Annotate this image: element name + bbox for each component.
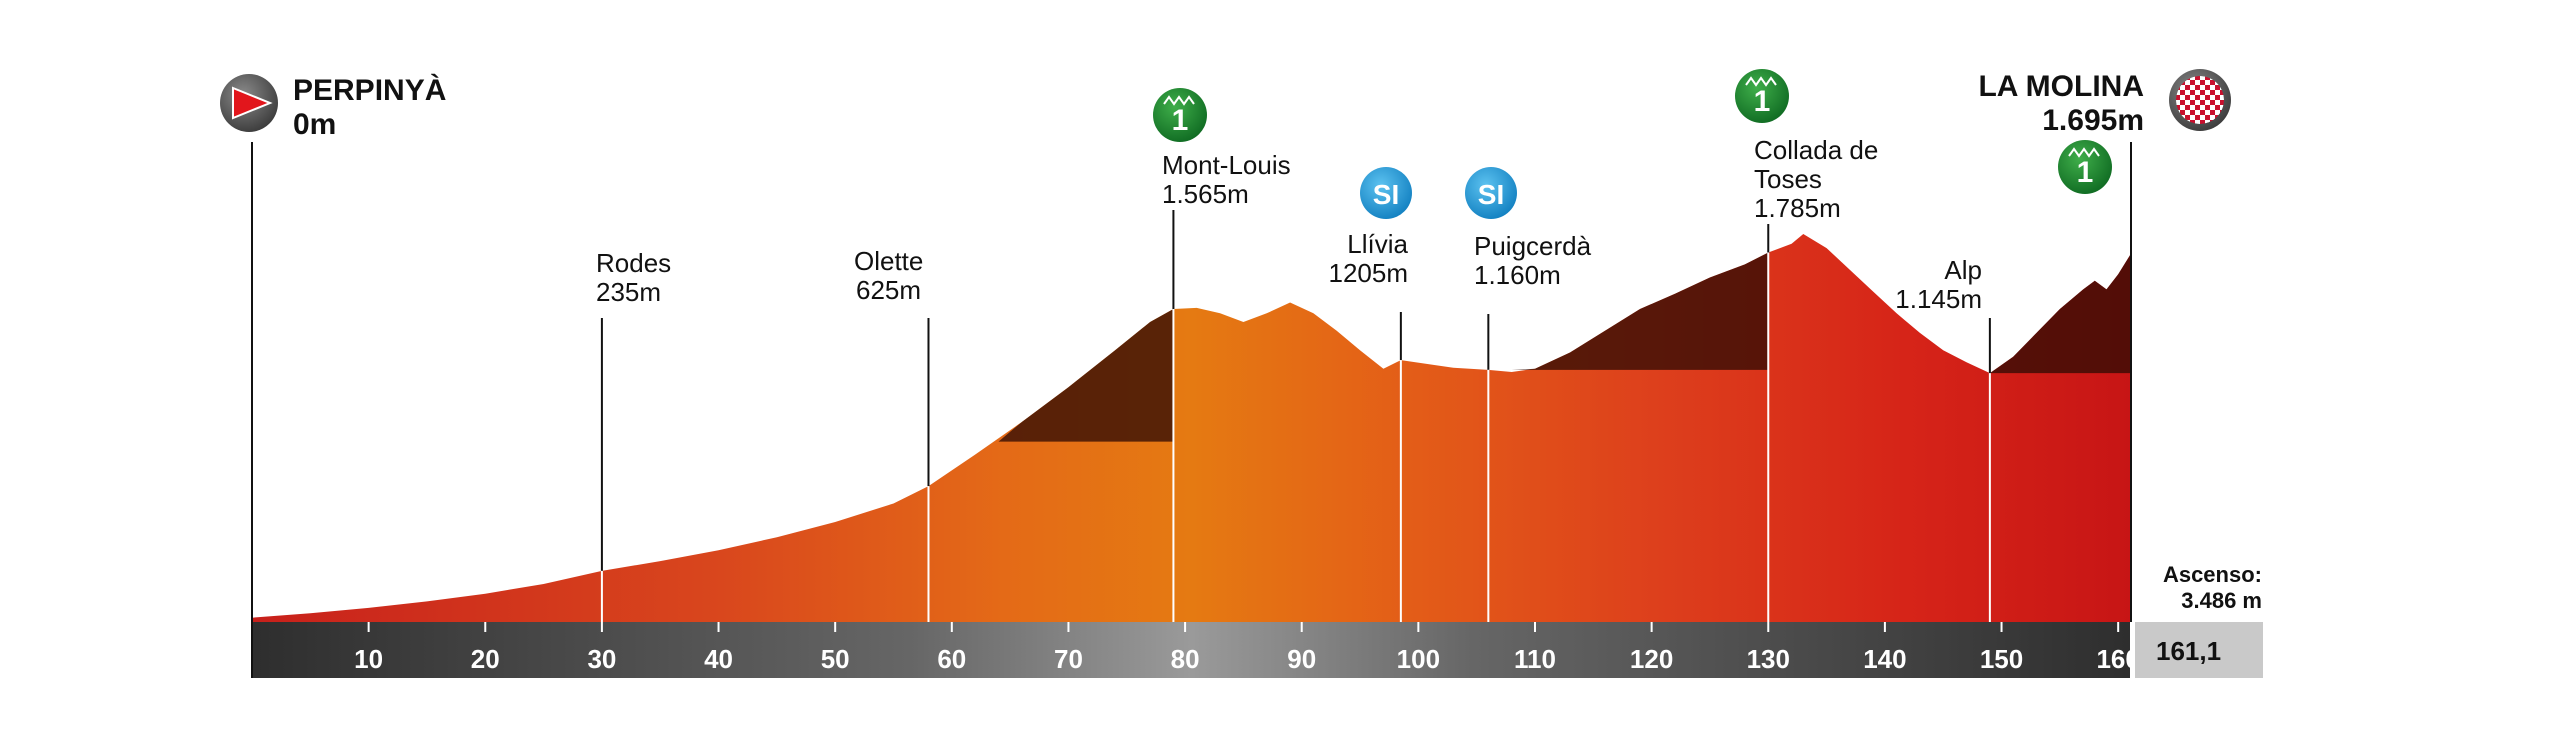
x-tick-label-1: 20 <box>471 644 500 674</box>
x-tick-label-12: 130 <box>1747 644 1790 674</box>
badge-montlouis-text: 1 <box>1172 104 1189 137</box>
x-tick-label-13: 140 <box>1863 644 1906 674</box>
x-tick-label-2: 30 <box>587 644 616 674</box>
ascent-value: 3.486 m <box>2181 588 2262 613</box>
waypoint-llivia-name: Llívia <box>1347 229 1408 259</box>
badge-puigcerda-text: SI <box>1478 179 1504 210</box>
waypoint-toses-name-line1: Collada de <box>1754 135 1878 165</box>
badge-llivia-text: SI <box>1373 179 1399 210</box>
waypoint-montlouis-name: Mont-Louis <box>1162 150 1291 180</box>
x-tick-label-0: 10 <box>354 644 383 674</box>
finish-name: LA MOLINA <box>1978 70 2144 103</box>
waypoint-llivia-altitude: 1205m <box>1329 258 1409 288</box>
ascent-label: Ascenso: <box>2163 562 2262 587</box>
mountain-category-badge-lamolina: 1 <box>2058 140 2112 194</box>
mountain-category-badge-montlouis: 1 <box>1153 88 1207 142</box>
mountain-category-badge-toses: 1 <box>1735 69 1789 123</box>
sprint-badge-puigcerda: SI <box>1465 167 1517 219</box>
x-tick-label-11: 120 <box>1630 644 1673 674</box>
start-altitude: 0m <box>293 108 336 141</box>
badge-lamolina-text: 1 <box>2077 156 2094 189</box>
x-tick-label-7: 80 <box>1171 644 1200 674</box>
x-tick-label-8: 90 <box>1287 644 1316 674</box>
climb-section-2 <box>1989 253 2131 374</box>
elevation-profile-area <box>252 234 2131 622</box>
waypoint-puigcerda-name: Puigcerdà <box>1474 231 1592 261</box>
badge-toses-text: 1 <box>1754 85 1771 118</box>
waypoint-alp-altitude: 1.145m <box>1895 284 1982 314</box>
finish-altitude: 1.695m <box>2042 104 2144 137</box>
waypoint-olette-name: Olette <box>854 246 923 276</box>
x-tick-label-15: 160 <box>2096 644 2139 674</box>
waypoint-puigcerda-altitude: 1.160m <box>1474 260 1561 290</box>
waypoint-toses-name-line2: Toses <box>1754 164 1822 194</box>
x-tick-label-9: 100 <box>1397 644 1440 674</box>
x-tick-label-4: 50 <box>821 644 850 674</box>
x-tick-label-6: 70 <box>1054 644 1083 674</box>
waypoint-rodes-altitude: 235m <box>596 277 661 307</box>
climb-section-1 <box>1511 252 1769 370</box>
waypoint-rodes-name: Rodes <box>596 248 671 278</box>
x-tick-label-10: 110 <box>1514 644 1556 674</box>
start-name: PERPINYÀ <box>293 73 446 107</box>
total-distance-label: 161,1 <box>2156 636 2221 666</box>
waypoint-montlouis-altitude: 1.565m <box>1162 179 1249 209</box>
distance-axis-bar <box>253 622 2130 678</box>
x-tick-label-14: 150 <box>1980 644 2023 674</box>
x-tick-label-3: 40 <box>704 644 733 674</box>
waypoint-toses-altitude: 1.785m <box>1754 193 1841 223</box>
waypoint-alp-name: Alp <box>1944 255 1982 285</box>
x-tick-label-5: 60 <box>937 644 966 674</box>
climb-section-0 <box>998 309 1174 442</box>
waypoint-olette-altitude: 625m <box>856 275 921 305</box>
finish-flag-icon <box>2169 69 2231 131</box>
start-icon <box>220 74 278 132</box>
sprint-badge-llivia: SI <box>1360 167 1412 219</box>
total-distance-box <box>2135 622 2263 678</box>
